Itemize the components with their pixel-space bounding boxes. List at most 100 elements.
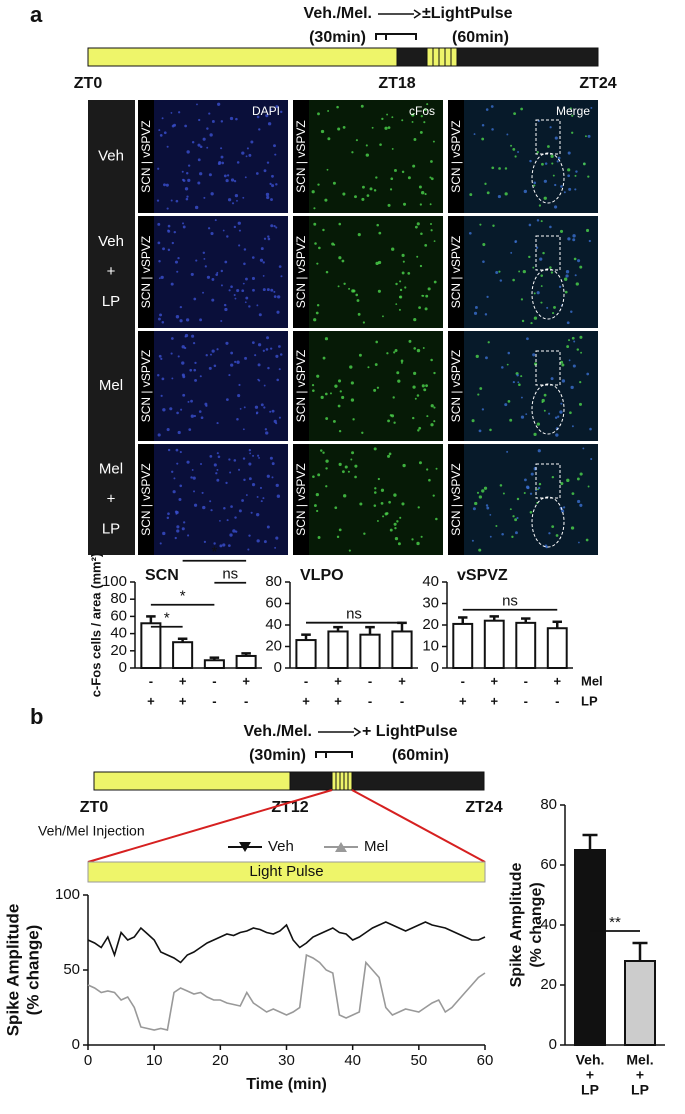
cell-dot xyxy=(416,255,419,258)
cell-dot xyxy=(387,419,390,423)
cell-dot xyxy=(341,259,345,263)
cell-dot xyxy=(482,260,485,263)
panel-label: a xyxy=(30,2,43,27)
cell-dot xyxy=(545,545,549,549)
cell-dot xyxy=(538,482,542,486)
significance-label: ** xyxy=(609,914,621,931)
region-label: SCN | vSPVZ xyxy=(449,463,463,535)
cell-dot xyxy=(373,189,377,192)
micrograph xyxy=(138,444,288,555)
cell-dot xyxy=(199,375,202,378)
cell-dot xyxy=(256,495,259,498)
cell-dot xyxy=(587,485,590,488)
cell-dot xyxy=(506,133,509,136)
cell-dot xyxy=(497,194,502,199)
significance-label: * xyxy=(180,588,186,605)
bracket xyxy=(375,33,417,40)
cell-dot xyxy=(582,447,585,450)
micrograph xyxy=(448,331,598,441)
y-tick-label: 80 xyxy=(265,573,282,590)
cell-dot xyxy=(540,274,543,277)
cell-dot xyxy=(266,288,270,292)
cell-dot xyxy=(202,137,206,141)
cell-dot xyxy=(401,271,405,275)
cell-dot xyxy=(204,402,208,406)
cell-dot xyxy=(236,360,240,364)
cell-dot xyxy=(568,359,571,362)
region-label-bg xyxy=(448,444,464,555)
cell-dot xyxy=(280,275,283,278)
cell-dot xyxy=(229,116,234,121)
cell-dot xyxy=(432,140,435,143)
cell-dot xyxy=(217,162,221,166)
cell-dot xyxy=(176,462,179,465)
cell-dot xyxy=(565,270,570,274)
column-label: DAPI xyxy=(252,104,280,118)
cell-dot xyxy=(422,295,425,297)
cell-dot xyxy=(552,312,555,315)
chart-title: VLPO xyxy=(300,567,344,584)
condition-sign: + xyxy=(398,673,406,688)
cell-dot xyxy=(520,375,523,378)
cell-dot xyxy=(388,500,391,504)
cell-dot xyxy=(487,341,490,344)
region-label: SCN | vSPVZ xyxy=(139,463,153,535)
x-tick-label: LP xyxy=(631,1082,649,1098)
condition-sign: - xyxy=(368,673,372,688)
cell-dot xyxy=(271,462,275,466)
cell-dot xyxy=(192,476,196,480)
cell-dot xyxy=(344,465,348,469)
cell-dot xyxy=(327,110,330,112)
cell-dot xyxy=(243,406,246,409)
cell-dot xyxy=(171,124,175,128)
cell-dot xyxy=(394,349,398,353)
cell-dot xyxy=(544,162,548,165)
cell-dot xyxy=(166,207,169,210)
condition-sign: + xyxy=(459,693,467,708)
cell-dot xyxy=(514,240,518,243)
cell-dot xyxy=(507,351,511,355)
cell-dot xyxy=(510,144,513,147)
y-tick-label: 100 xyxy=(102,573,127,590)
cell-dot xyxy=(260,500,263,503)
cell-dot xyxy=(316,304,320,307)
cell-dot xyxy=(376,519,379,522)
cell-dot xyxy=(206,275,211,279)
cell-dot xyxy=(177,430,181,435)
cell-dot xyxy=(157,222,161,226)
cell-dot xyxy=(567,168,571,172)
cell-dot xyxy=(417,506,420,509)
cell-dot xyxy=(172,490,176,494)
cell-dot xyxy=(233,225,237,229)
cell-dot xyxy=(324,198,328,202)
cell-dot xyxy=(227,198,232,202)
cell-dot xyxy=(397,379,401,383)
cell-dot xyxy=(257,454,260,457)
cell-dot xyxy=(393,493,397,497)
cell-dot xyxy=(278,416,281,419)
cell-dot xyxy=(269,456,273,460)
cell-dot xyxy=(516,516,519,520)
cell-dot xyxy=(270,224,274,228)
cell-dot xyxy=(579,265,583,269)
cell-dot xyxy=(577,259,581,263)
region-label: SCN | vSPVZ xyxy=(294,463,308,535)
cell-dot xyxy=(157,167,160,170)
cell-dot xyxy=(429,223,433,226)
cell-dot xyxy=(254,405,259,409)
cell-dot xyxy=(433,420,436,423)
cell-dot xyxy=(257,363,261,367)
cell-dot xyxy=(366,194,370,197)
cell-dot xyxy=(325,417,329,420)
cell-dot xyxy=(255,412,258,415)
bar xyxy=(483,619,505,670)
cell-dot xyxy=(498,270,501,273)
cell-dot xyxy=(187,534,190,537)
cell-dot xyxy=(220,319,223,322)
cell-dot xyxy=(433,371,436,375)
cell-dot xyxy=(177,256,180,260)
cell-dot xyxy=(554,416,558,420)
cell-dot xyxy=(520,107,523,111)
cell-dot xyxy=(343,282,346,285)
